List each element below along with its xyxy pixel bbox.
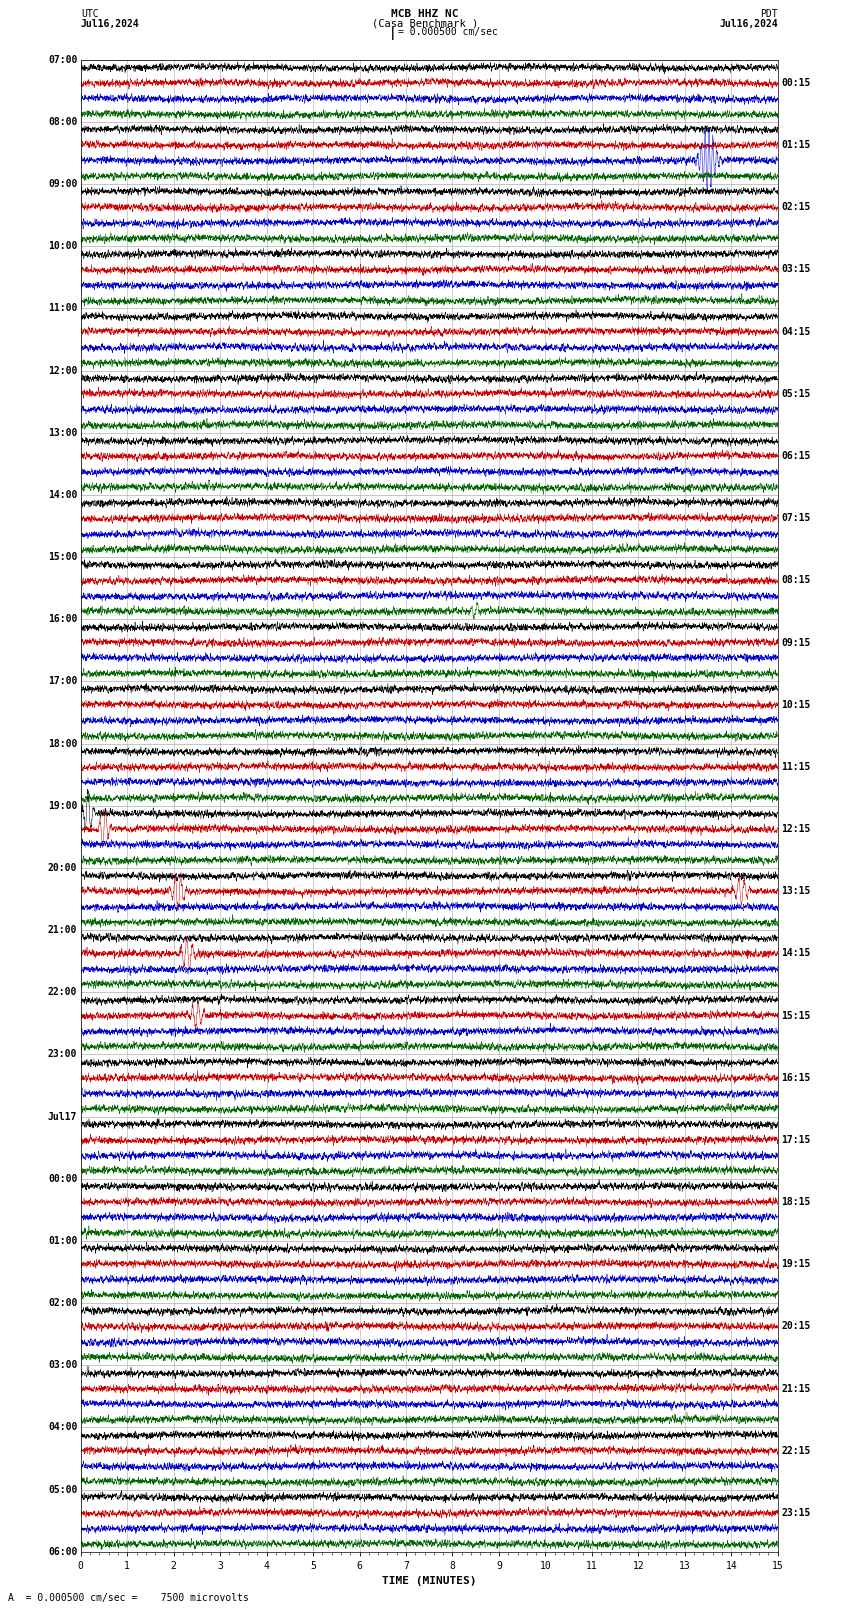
Text: 15:00: 15:00 [48,552,77,561]
Text: 01:00: 01:00 [48,1236,77,1245]
Text: 06:15: 06:15 [781,452,811,461]
Text: 06:00: 06:00 [48,1547,77,1557]
Text: 19:00: 19:00 [48,800,77,811]
Text: 04:15: 04:15 [781,327,811,337]
Text: 07:15: 07:15 [781,513,811,523]
Text: Jul16,2024: Jul16,2024 [81,18,139,29]
Text: 14:00: 14:00 [48,490,77,500]
Text: 03:15: 03:15 [781,265,811,274]
Text: = 0.000500 cm/sec: = 0.000500 cm/sec [398,27,497,37]
Text: 23:00: 23:00 [48,1050,77,1060]
Text: 07:00: 07:00 [48,55,77,65]
Text: 22:00: 22:00 [48,987,77,997]
Text: 19:15: 19:15 [781,1260,811,1269]
Text: 03:00: 03:00 [48,1360,77,1369]
Text: 08:15: 08:15 [781,576,811,586]
Text: A  = 0.000500 cm/sec =    7500 microvolts: A = 0.000500 cm/sec = 7500 microvolts [8,1594,249,1603]
Text: 12:15: 12:15 [781,824,811,834]
Text: |: | [389,27,396,40]
Text: 15:15: 15:15 [781,1010,811,1021]
Text: 10:15: 10:15 [781,700,811,710]
Text: 09:15: 09:15 [781,637,811,647]
Text: 00:15: 00:15 [781,77,811,89]
Text: 08:00: 08:00 [48,116,77,127]
Text: 18:15: 18:15 [781,1197,811,1207]
Text: PDT: PDT [760,10,778,19]
Text: 10:00: 10:00 [48,242,77,252]
Text: 21:15: 21:15 [781,1384,811,1394]
Text: 16:00: 16:00 [48,615,77,624]
Text: 02:00: 02:00 [48,1298,77,1308]
Text: 02:15: 02:15 [781,202,811,213]
Text: 23:15: 23:15 [781,1508,811,1518]
X-axis label: TIME (MINUTES): TIME (MINUTES) [382,1576,477,1586]
Text: (Casa Benchmark ): (Casa Benchmark ) [371,18,478,29]
Text: 09:00: 09:00 [48,179,77,189]
Text: 05:00: 05:00 [48,1484,77,1495]
Text: Jul17: Jul17 [48,1111,77,1121]
Text: Jul16,2024: Jul16,2024 [719,18,778,29]
Text: 01:15: 01:15 [781,140,811,150]
Text: MCB HHZ NC: MCB HHZ NC [391,10,459,19]
Text: 11:00: 11:00 [48,303,77,313]
Text: 16:15: 16:15 [781,1073,811,1082]
Text: 13:00: 13:00 [48,427,77,437]
Text: 21:00: 21:00 [48,924,77,936]
Text: 20:15: 20:15 [781,1321,811,1331]
Text: 11:15: 11:15 [781,761,811,773]
Text: 00:00: 00:00 [48,1174,77,1184]
Text: 04:00: 04:00 [48,1423,77,1432]
Text: 22:15: 22:15 [781,1445,811,1455]
Text: 12:00: 12:00 [48,366,77,376]
Text: 17:15: 17:15 [781,1136,811,1145]
Text: 14:15: 14:15 [781,948,811,958]
Text: 05:15: 05:15 [781,389,811,398]
Text: 18:00: 18:00 [48,739,77,748]
Text: UTC: UTC [81,10,99,19]
Text: 17:00: 17:00 [48,676,77,687]
Text: 20:00: 20:00 [48,863,77,873]
Text: 13:15: 13:15 [781,886,811,897]
